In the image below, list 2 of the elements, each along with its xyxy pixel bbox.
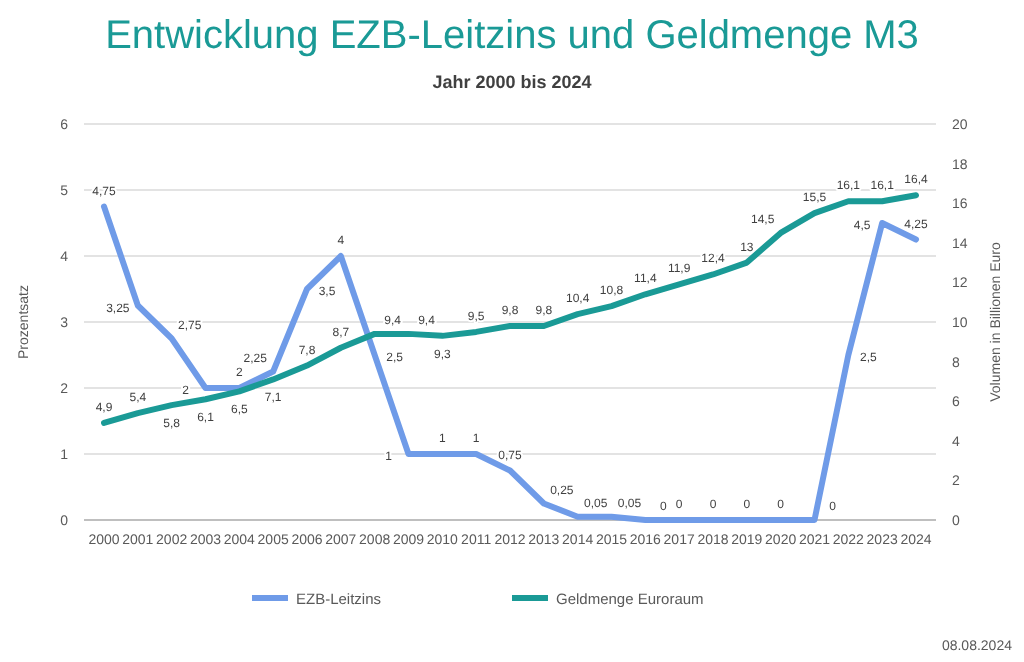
chart-subtitle: Jahr 2000 bis 2024 bbox=[432, 72, 592, 92]
chart-title: Entwicklung EZB-Leitzins und Geldmenge M3 bbox=[105, 14, 919, 58]
